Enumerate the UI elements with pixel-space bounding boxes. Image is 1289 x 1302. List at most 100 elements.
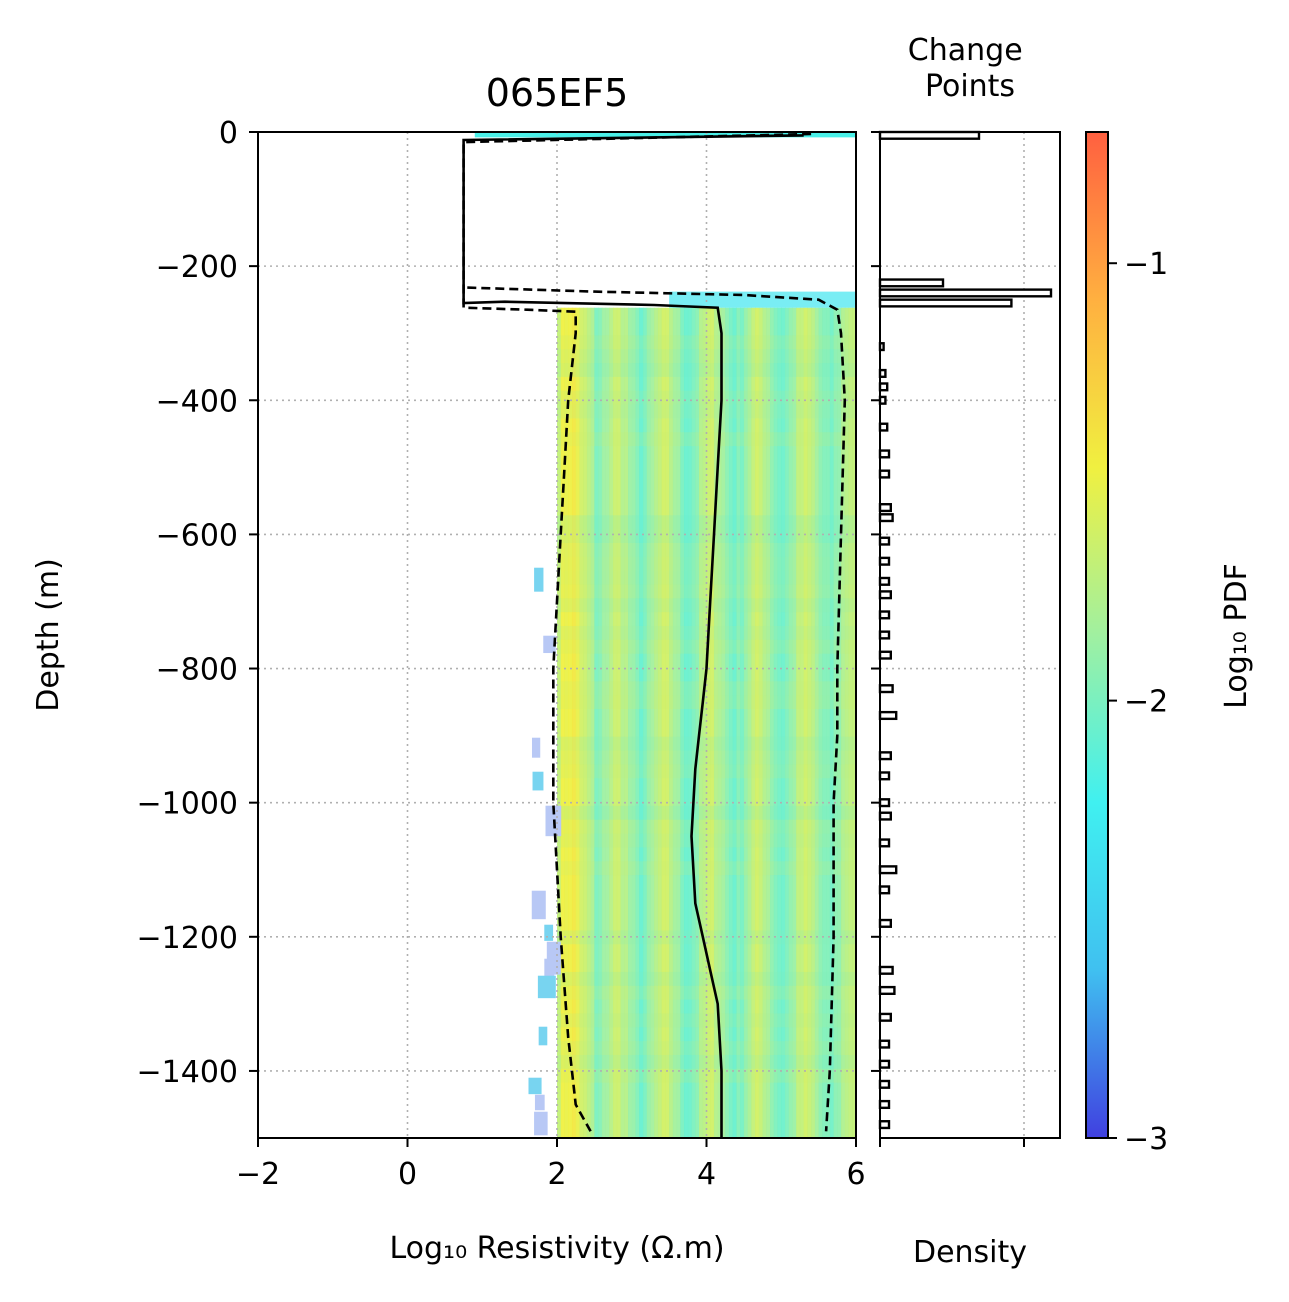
- main-grid: [258, 132, 856, 1138]
- changepoint-bar: [878, 1059, 891, 1069]
- changepoints-axes-frame: [879, 131, 1061, 1139]
- heatmap-fringe: [539, 1163, 548, 1182]
- heatmap-column: [796, 307, 801, 1138]
- heatmap-column: [728, 307, 734, 1138]
- changepoint-bar: [878, 503, 893, 513]
- changepoint-bar: [878, 382, 889, 392]
- x-tick-label: 4: [697, 1157, 716, 1192]
- changepoint-bar: [878, 422, 889, 432]
- heatmap-column: [844, 307, 850, 1138]
- changepoint-bar: [878, 771, 891, 781]
- pdf-heatmap: [474, 132, 856, 1182]
- heatmap-row-shade: [557, 529, 856, 543]
- colorbar-tick-label: −2: [1124, 685, 1168, 720]
- heatmap-column: [635, 307, 640, 1138]
- changepoints-ticks: [871, 131, 1025, 1147]
- heatmap-column: [665, 307, 670, 1138]
- heatmap-fringe: [543, 635, 556, 654]
- changepoint-bar: [878, 278, 945, 288]
- heatmap-fringe: [544, 924, 554, 941]
- heatmap-column: [829, 307, 835, 1138]
- colorbar-tick-label: −1: [1124, 247, 1168, 282]
- changepoint-bar: [878, 965, 894, 975]
- main-title: 065EF5: [486, 71, 629, 115]
- heatmap-row-shade: [557, 625, 856, 640]
- heatmap-fringe: [537, 975, 556, 999]
- heatmap-top-strip: [474, 132, 856, 138]
- y-tick-label: −1200: [137, 921, 238, 956]
- heatmap-fringe: [528, 1077, 542, 1095]
- main-y-ticks: 0 −200 −400 −600 −800 −1000 −1200 −1400: [137, 116, 258, 1090]
- changepoint-bar: [878, 1012, 893, 1022]
- y-tick-label: −1400: [137, 1055, 238, 1090]
- x-tick-label: −2: [236, 1157, 280, 1192]
- x-tick-label: 6: [846, 1157, 865, 1192]
- colorbar-label: Log₁₀ PDF: [1219, 563, 1254, 709]
- colorbar-ticks: −1 −2 −3: [1108, 247, 1168, 1157]
- y-tick-label: −800: [156, 653, 238, 688]
- heatmap-column: [620, 307, 625, 1138]
- heatmap-column: [743, 307, 749, 1138]
- heatmap-column: [654, 307, 659, 1138]
- heatmap-column: [766, 307, 771, 1138]
- heatmap-row-shade: [557, 1054, 856, 1069]
- heatmap-column: [586, 307, 592, 1138]
- heatmap-column: [568, 307, 573, 1138]
- changepoint-bar: [878, 469, 891, 479]
- changepoint-bar: [878, 885, 891, 895]
- changepoint-bar: [878, 513, 894, 523]
- heatmap-column: [803, 307, 809, 1138]
- changepoint-bar: [878, 536, 891, 546]
- changepoint-bar: [878, 684, 894, 694]
- heatmap-column: [616, 307, 622, 1138]
- heatmap-column: [642, 307, 648, 1138]
- x-tick-label: 0: [398, 1157, 417, 1192]
- main-x-label: Log₁₀ Resistivity (Ω.m): [389, 1231, 724, 1266]
- heatmap-column: [646, 307, 652, 1138]
- changepoint-bar: [878, 449, 891, 459]
- heatmap-column: [657, 307, 663, 1138]
- heatmap-column: [601, 307, 607, 1138]
- changepoint-bar: [878, 751, 893, 761]
- changepoint-bar: [878, 865, 898, 875]
- heatmap-column: [672, 307, 678, 1138]
- heatmap-column: [624, 307, 629, 1138]
- y-tick-label: 0: [219, 116, 238, 151]
- heatmap-row-shade: [557, 764, 856, 779]
- heatmap-row-shade: [557, 556, 856, 571]
- heatmap-column: [747, 307, 752, 1138]
- heatmap-column: [732, 307, 737, 1138]
- heatmap-row-shade: [557, 349, 856, 364]
- changepoint-bar: [878, 556, 891, 566]
- heatmap-column: [721, 307, 726, 1138]
- changepoint-bar: [878, 1079, 891, 1089]
- heatmap-row-shade: [557, 819, 856, 834]
- heatmap-fringe: [538, 1026, 548, 1046]
- heatmap-row-shade: [557, 542, 856, 557]
- heatmap-fringe: [544, 958, 555, 987]
- heatmap-column: [736, 307, 741, 1138]
- changepoint-bar: [878, 298, 1013, 308]
- heatmap-column: [706, 307, 711, 1138]
- heatmap-row-shade: [557, 1041, 856, 1055]
- heatmap-transition: [669, 291, 856, 308]
- heatmap-row-shade: [557, 736, 856, 751]
- changepoints-x-label: Density: [913, 1235, 1027, 1270]
- changepoint-bar: [878, 811, 893, 821]
- heatmap-column: [781, 307, 786, 1138]
- heatmap-column: [560, 307, 566, 1138]
- changepoint-bar: [878, 985, 896, 996]
- heatmap-column: [770, 307, 775, 1138]
- heatmap-column: [613, 307, 618, 1138]
- changepoints-title: Change Points: [908, 33, 1032, 104]
- heatmap-column: [777, 307, 782, 1138]
- changepoint-bar: [878, 798, 891, 808]
- heatmap-column: [792, 307, 797, 1138]
- heatmap-column: [590, 307, 595, 1138]
- heatmap-column: [631, 307, 637, 1138]
- heatmap-column: [598, 307, 603, 1138]
- heatmap-column: [837, 307, 842, 1138]
- heatmap-fringe: [531, 890, 546, 920]
- heatmap-column: [661, 307, 666, 1138]
- heatmap-row-shade: [557, 861, 856, 876]
